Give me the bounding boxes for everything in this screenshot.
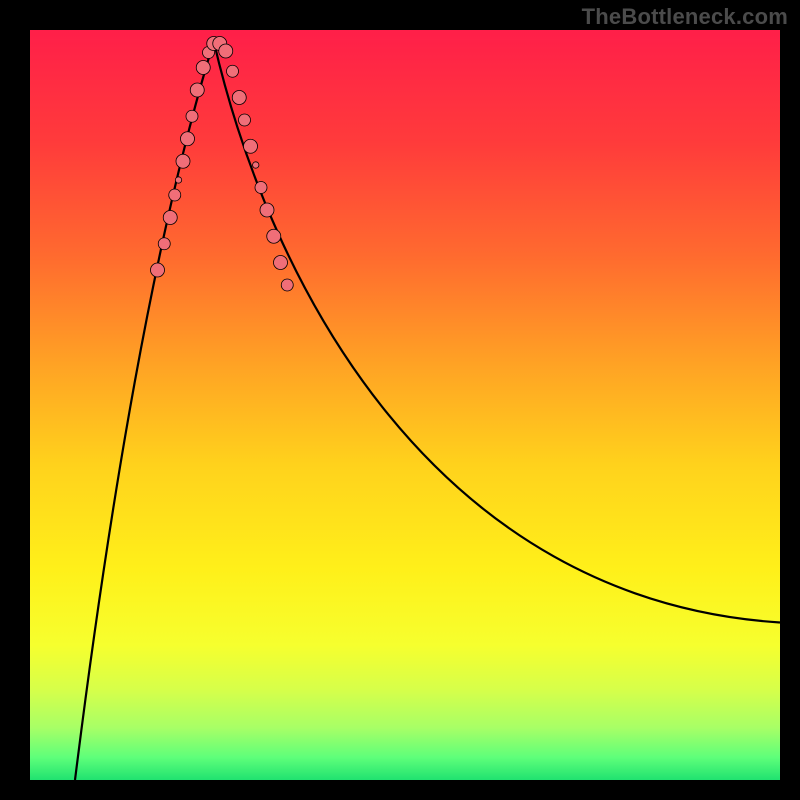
curve-marker	[227, 65, 239, 77]
plot-area	[30, 30, 780, 780]
curve-marker	[232, 91, 246, 105]
curve-marker	[158, 238, 170, 250]
curve-marker	[163, 211, 177, 225]
curve-marker	[169, 189, 181, 201]
curve-marker	[281, 279, 293, 291]
stage: TheBottleneck.com	[0, 0, 800, 800]
curve-marker	[260, 203, 274, 217]
curve-marker	[151, 263, 165, 277]
watermark-text: TheBottleneck.com	[582, 4, 788, 30]
curve-marker	[176, 154, 190, 168]
curve-marker	[186, 110, 198, 122]
curve-marker	[190, 83, 204, 97]
curve-marker	[239, 114, 251, 126]
curve-marker	[244, 139, 258, 153]
curve-marker	[267, 229, 281, 243]
curve-marker	[219, 44, 233, 58]
curve-marker	[196, 61, 210, 75]
curve-marker	[181, 132, 195, 146]
curve-marker	[274, 256, 288, 270]
curve-marker-small	[253, 162, 259, 168]
chart-svg	[0, 0, 800, 800]
curve-marker-small	[175, 177, 181, 183]
curve-marker	[255, 182, 267, 194]
